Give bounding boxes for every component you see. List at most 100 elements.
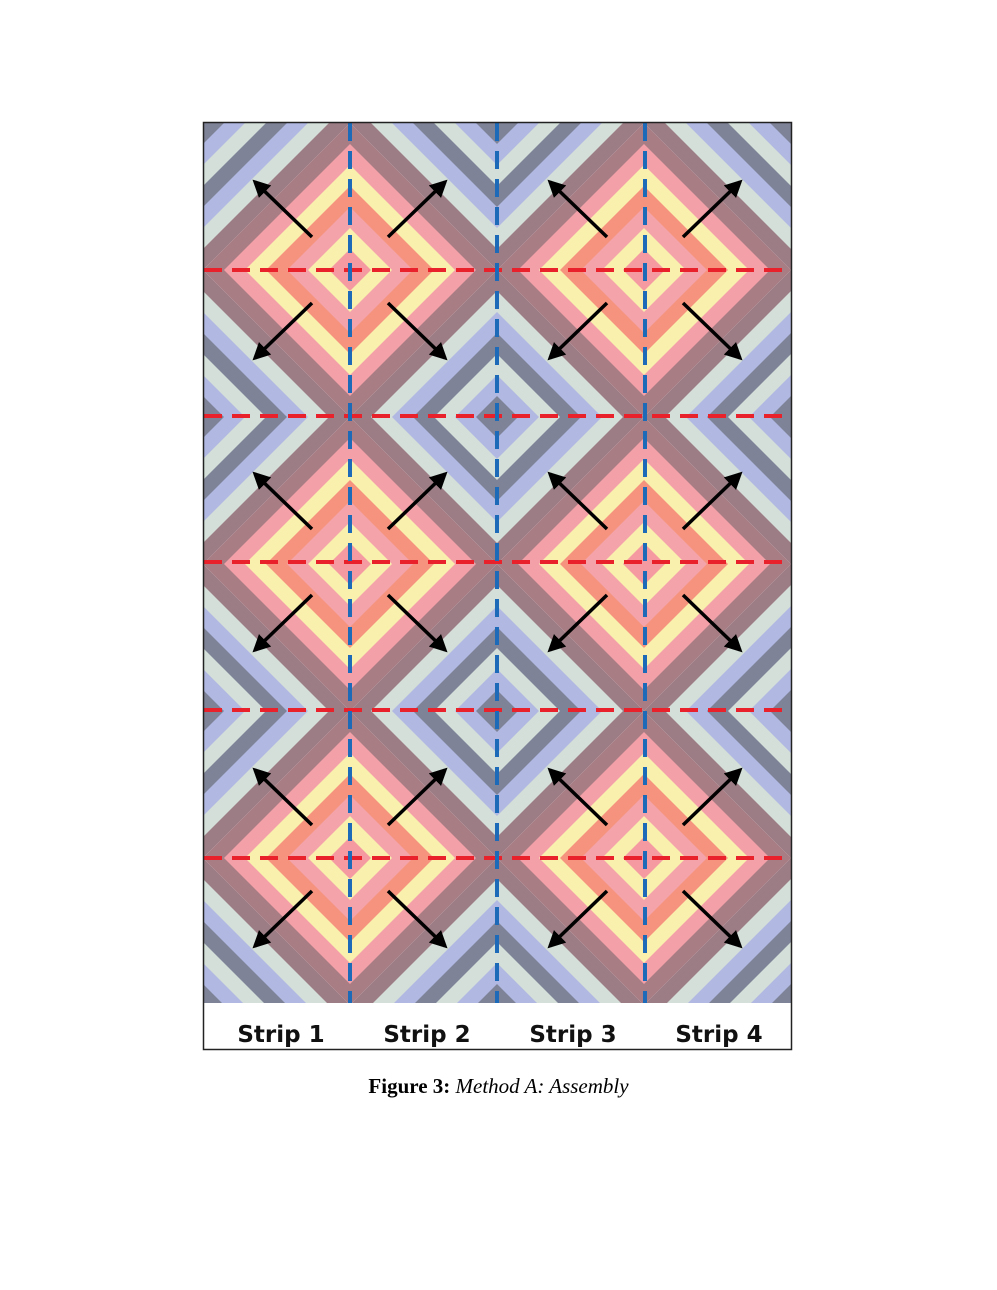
diamond-ring	[0, 417, 203, 711]
diamond-ring	[812, 144, 997, 396]
diamond-ring	[854, 774, 997, 942]
diamond-ring	[0, 480, 140, 648]
diamond-ring	[875, 207, 997, 333]
diamond-ring	[204, 123, 245, 164]
diamond-ring	[204, 376, 245, 458]
diamond-ring	[959, 0, 997, 249]
diamond-ring	[497, 0, 791, 123]
diamond-ring	[581, 0, 707, 39]
diamond-ring	[875, 0, 997, 39]
diamond-ring	[0, 0, 140, 60]
arrow	[681, 593, 743, 653]
diamond-ring	[980, 606, 997, 816]
diamond-ring	[0, 711, 203, 1005]
diamond-ring	[938, 270, 997, 564]
diamond-ring	[204, 123, 224, 143]
diamond-ring	[35, 837, 77, 879]
diamond-ring	[0, 123, 203, 417]
arrow	[681, 471, 743, 531]
arrow	[681, 889, 743, 949]
diamond-ring	[203, 0, 497, 123]
diamond-ring	[14, 816, 98, 900]
diamond-ring	[917, 249, 959, 291]
diamond-ring	[560, 1068, 728, 1070]
arrow	[386, 301, 448, 361]
diamond-ring	[896, 522, 980, 606]
diamond-ring	[0, 774, 140, 942]
arrow	[252, 301, 314, 361]
diamond-ring	[245, 0, 455, 81]
arrow	[681, 301, 743, 361]
diamond-ring	[770, 123, 791, 144]
diamond-ring	[959, 291, 997, 543]
diamond-ring	[833, 753, 997, 963]
arrow	[547, 889, 609, 949]
strip-labels: Strip 1 Strip 2 Strip 3 Strip 4	[237, 1022, 762, 1048]
arrow	[547, 767, 609, 827]
diamond-ring	[0, 753, 161, 963]
arrow	[252, 889, 314, 949]
diamond-ring	[896, 0, 980, 18]
diamond-ring	[0, 1047, 161, 1070]
diamond-ring	[791, 123, 997, 417]
diamond-ring	[833, 1047, 997, 1070]
strip-label: Strip 2	[383, 1022, 470, 1048]
figure: Strip 1 Strip 2 Strip 3 Strip 4	[0, 0, 997, 1070]
diamond-ring	[0, 1005, 203, 1070]
arrow	[386, 889, 448, 949]
strip-label: Strip 3	[529, 1022, 616, 1048]
figure-frame	[202, 121, 793, 1051]
arrow	[547, 179, 609, 239]
diamond-ring	[854, 186, 997, 354]
diamond-ring	[980, 312, 997, 522]
diamond-ring	[287, 0, 413, 39]
arrows	[252, 179, 743, 949]
diamond-ring	[917, 543, 959, 585]
diamond-ring	[602, 0, 686, 18]
diamond-ring	[0, 438, 182, 690]
diamond-ring	[791, 1005, 997, 1070]
arrow	[681, 767, 743, 827]
diamond-ring	[0, 459, 161, 669]
arrow	[386, 471, 448, 531]
diamond-ring	[0, 144, 182, 396]
arrow	[252, 471, 314, 531]
figure-caption: Figure 3: Method A: Assembly	[0, 1074, 997, 1099]
diamond-ring	[623, 543, 665, 585]
diamond-ring	[0, 186, 140, 354]
diamond-ring	[560, 0, 728, 60]
diamond-ring	[772, 984, 791, 1003]
diamond-ring	[35, 543, 77, 585]
arrow	[252, 179, 314, 239]
diamond-ring	[204, 964, 243, 1003]
diamond-ring	[875, 501, 997, 627]
diamond-ring	[959, 585, 997, 837]
diamond-ring	[308, 0, 392, 18]
diamond-ring	[791, 417, 997, 711]
diamond-ring	[204, 985, 222, 1003]
diamond-ring	[812, 732, 997, 984]
diamond-ring	[0, 0, 119, 39]
diamond-ring	[0, 0, 182, 102]
diamond-ring	[539, 0, 749, 81]
diamond-ring	[833, 0, 997, 81]
diamond-ring	[266, 0, 434, 60]
diamond-ring	[224, 0, 476, 102]
diamond-ring	[751, 963, 791, 1003]
diamond-ring	[854, 480, 997, 648]
diamond-ring	[896, 816, 980, 900]
diamond-ring	[0, 501, 119, 627]
diamond-ring	[0, 165, 161, 375]
diamond-ring	[833, 165, 997, 375]
strip-label: Strip 1	[237, 1022, 324, 1048]
diamond-ring	[14, 0, 98, 18]
diamond-ring	[959, 879, 997, 1070]
diamond-ring	[980, 18, 997, 228]
diamond-ring	[833, 459, 997, 669]
diamond-ring	[457, 963, 537, 1003]
diamond-ring	[980, 900, 997, 1070]
caption-label: Figure 3:	[368, 1074, 451, 1098]
diamond-ring	[35, 249, 77, 291]
arrow	[252, 593, 314, 653]
diamond-ring	[938, 564, 997, 858]
